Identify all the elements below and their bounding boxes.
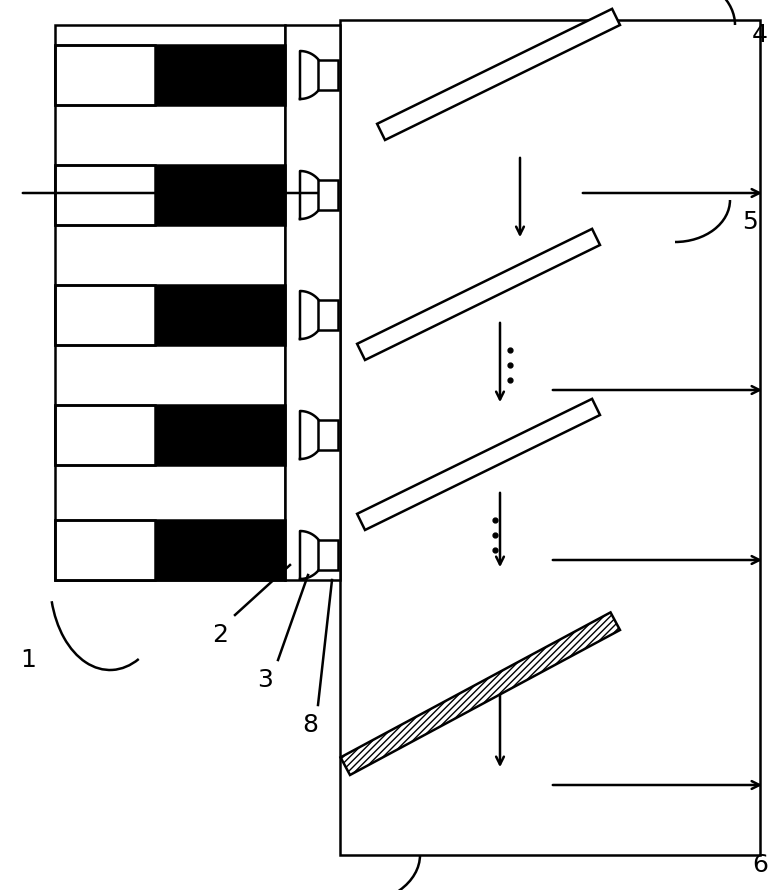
Polygon shape <box>377 9 620 140</box>
Bar <box>318 180 338 210</box>
Text: 2: 2 <box>212 623 228 647</box>
Polygon shape <box>357 229 600 360</box>
Bar <box>155 405 285 465</box>
Bar <box>285 25 340 580</box>
Bar <box>55 405 155 465</box>
Bar <box>55 520 285 580</box>
Text: 1: 1 <box>20 648 36 672</box>
Polygon shape <box>357 399 600 530</box>
Bar <box>155 285 285 345</box>
Bar <box>155 520 285 580</box>
Text: 5: 5 <box>742 210 758 234</box>
Bar <box>55 285 285 345</box>
Bar <box>318 300 338 330</box>
Text: 8: 8 <box>302 713 318 737</box>
Bar <box>55 25 285 580</box>
Bar <box>55 520 155 580</box>
Bar <box>318 420 338 450</box>
Bar <box>55 165 155 225</box>
Polygon shape <box>377 9 615 131</box>
Bar <box>155 165 285 225</box>
Bar <box>55 45 285 105</box>
Bar <box>155 45 285 105</box>
Polygon shape <box>357 399 596 522</box>
Bar <box>55 285 155 345</box>
Text: 4: 4 <box>752 23 768 47</box>
Bar <box>340 20 760 855</box>
Bar <box>318 540 338 570</box>
Bar <box>318 60 338 90</box>
Polygon shape <box>341 612 620 775</box>
Text: 6: 6 <box>752 853 768 877</box>
Bar <box>55 165 285 225</box>
Bar <box>55 45 155 105</box>
Text: 3: 3 <box>257 668 273 692</box>
Bar <box>55 405 285 465</box>
Polygon shape <box>357 229 596 352</box>
